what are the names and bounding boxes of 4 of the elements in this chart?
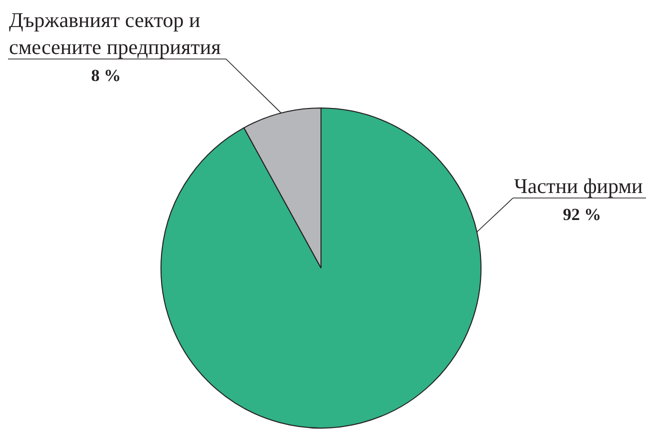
data-label: 8 % bbox=[91, 66, 121, 85]
data-label: 92 % bbox=[562, 205, 602, 224]
slice-label: Частни фирми bbox=[514, 174, 643, 198]
slice-label: Държавният сектор и смесените предприятия bbox=[9, 8, 222, 59]
